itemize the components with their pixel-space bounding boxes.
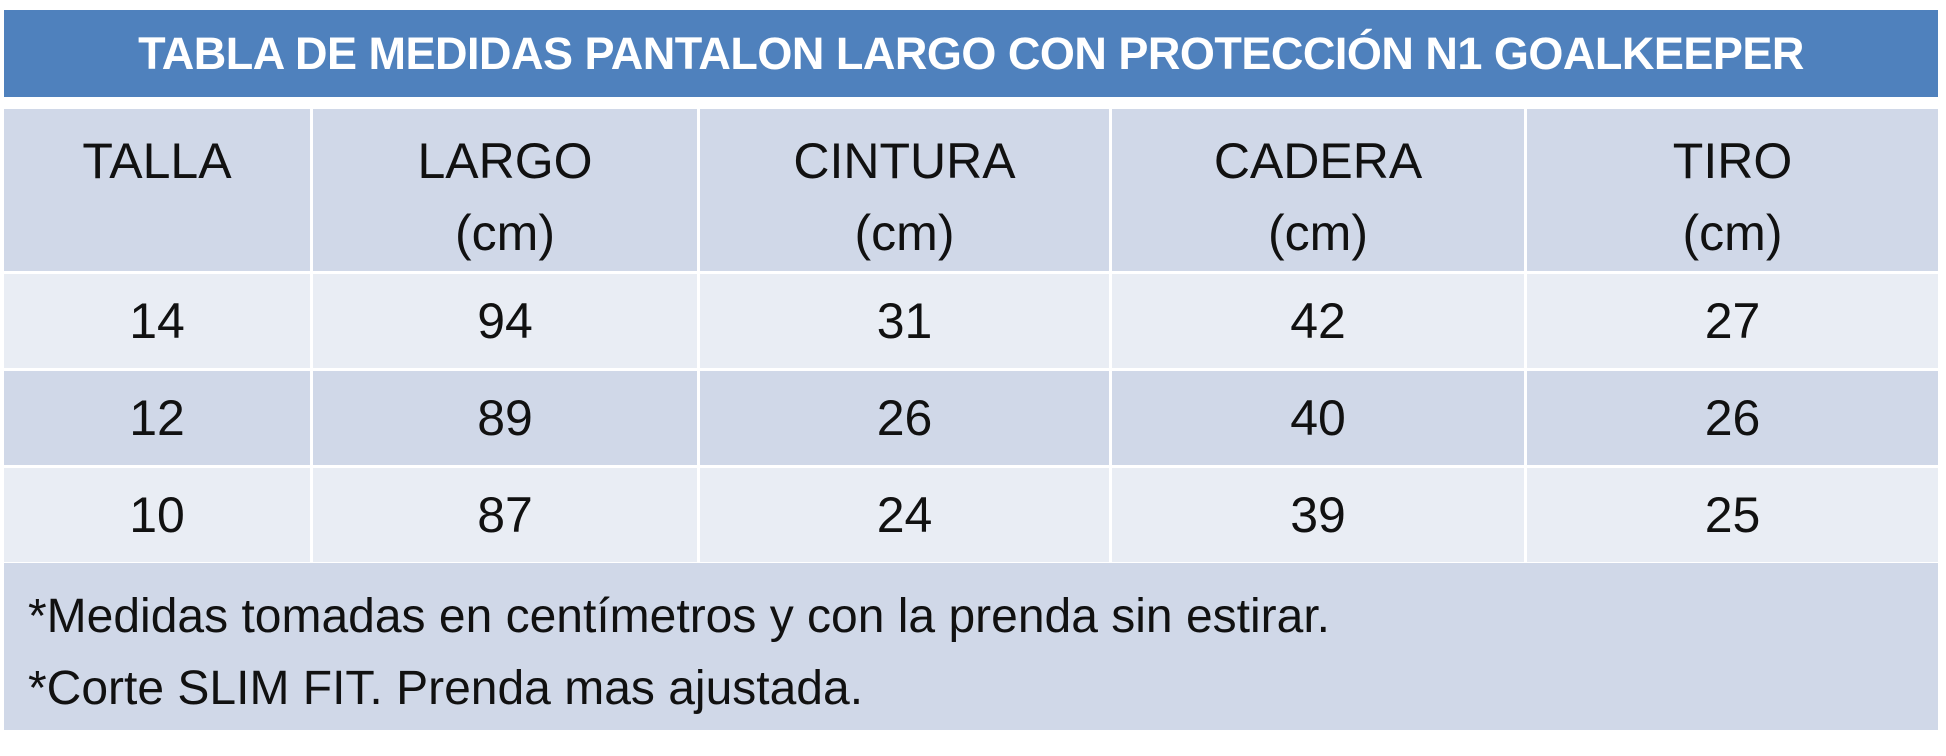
header-cell: CADERA (cm)	[1112, 109, 1524, 271]
table-row: 12 89 26 40 26	[4, 371, 1938, 465]
table-cell: 42	[1112, 274, 1524, 368]
header-unit: (cm)	[455, 205, 555, 261]
table-cell: 40	[1112, 371, 1524, 465]
table-cell: 31	[700, 274, 1109, 368]
table-cell: 24	[700, 468, 1109, 562]
table-cell: 12	[4, 371, 310, 465]
table-row: 10 87 24 39 25	[4, 468, 1938, 562]
header-label: TIRO	[1672, 133, 1793, 189]
header-label: CINTURA	[793, 133, 1016, 189]
table-cell: 25	[1527, 468, 1938, 562]
header-label: CADERA	[1213, 133, 1423, 189]
note: *Corte SLIM FIT. Prenda mas ajustada.	[28, 662, 864, 715]
size-table: TALLA LARGO (cm) CINTURA (cm) CADERA (cm) TIRO (…	[4, 109, 1938, 565]
header-row: TALLA LARGO (cm) CINTURA (cm) CADERA (cm) TIRO (…	[4, 109, 1938, 271]
header-cell: TIRO (cm)	[1527, 109, 1938, 271]
table-cell: 87	[313, 468, 697, 562]
table-cell: 27	[1527, 274, 1938, 368]
table-cell: 10	[4, 468, 310, 562]
table-cell: 94	[313, 274, 697, 368]
table-cell: 26	[700, 371, 1109, 465]
header-cell: TALLA	[4, 109, 310, 271]
header-unit: (cm)	[854, 205, 955, 261]
table-row: 14 94 31 42 27	[4, 274, 1938, 368]
header-cell: LARGO (cm)	[313, 109, 697, 271]
header-label: LARGO	[417, 133, 593, 189]
table-cell: 26	[1527, 371, 1938, 465]
header-unit: (cm)	[1682, 205, 1783, 261]
header-unit: (cm)	[1268, 205, 1368, 261]
table-title: TABLA DE MEDIDAS PANTALON LARGO CON PROT…	[4, 10, 1938, 97]
header-cell: CINTURA (cm)	[700, 109, 1109, 271]
note: *Medidas tomadas en centímetros y con la…	[28, 590, 1330, 643]
notes: *Medidas tomadas en centímetros y con la…	[4, 563, 1938, 730]
table-cell: 89	[313, 371, 697, 465]
header-label: TALLA	[82, 133, 232, 189]
table-cell: 39	[1112, 468, 1524, 562]
table-cell: 14	[4, 274, 310, 368]
